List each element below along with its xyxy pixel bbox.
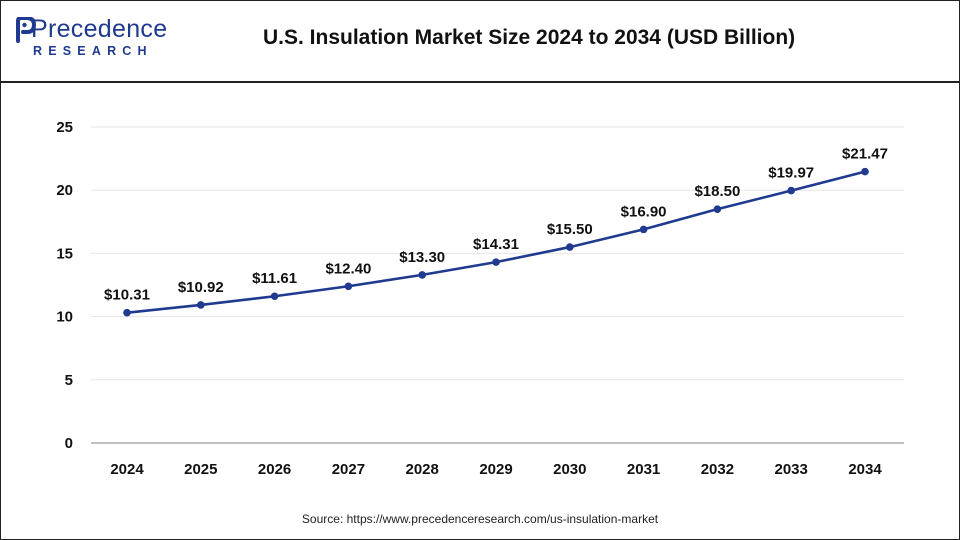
data-label: $12.40 <box>325 260 371 277</box>
brand-logo-icon <box>16 17 37 43</box>
y-tick-label: 10 <box>56 309 73 326</box>
x-tick-label: 2026 <box>258 461 291 478</box>
data-label: $18.50 <box>694 183 740 200</box>
brand-subtitle: RESEARCH <box>33 44 153 58</box>
data-point <box>861 167 869 176</box>
x-tick-label: 2033 <box>775 461 808 478</box>
chart-title: U.S. Insulation Market Size 2024 to 2034… <box>263 26 796 49</box>
x-tick-label: 2030 <box>553 461 586 478</box>
x-tick-label: 2032 <box>701 461 734 478</box>
y-tick-label: 15 <box>56 245 73 262</box>
data-point <box>492 258 500 266</box>
header: Precedence RESEARCH U.S. Insulation Mark… <box>1 1 959 83</box>
data-label: $19.97 <box>768 165 814 182</box>
data-point <box>197 301 205 309</box>
y-tick-label: 25 <box>56 119 73 136</box>
source-note: Source: https://www.precedenceresearch.c… <box>301 512 659 526</box>
x-tick-label: 2031 <box>627 461 660 478</box>
x-tick-label: 2027 <box>332 461 365 478</box>
data-label: $16.90 <box>621 203 667 220</box>
data-label: $10.31 <box>104 287 150 304</box>
brand-logo: Precedence RESEARCH <box>15 15 168 65</box>
data-label: $21.47 <box>842 146 888 163</box>
y-tick-label: 5 <box>65 372 73 389</box>
data-point <box>123 308 131 317</box>
x-tick-label: 2028 <box>406 461 439 478</box>
x-tick-label: 2029 <box>479 461 512 478</box>
data-label: $15.50 <box>547 221 593 238</box>
y-tick-label: 0 <box>65 435 73 452</box>
data-point <box>566 243 574 251</box>
x-tick-label: 2025 <box>184 461 217 478</box>
y-tick-label: 20 <box>56 182 73 199</box>
x-tick-label: 2024 <box>110 461 144 478</box>
data-label: $10.92 <box>178 279 224 296</box>
data-label: $13.30 <box>399 249 445 266</box>
data-point <box>270 292 279 301</box>
data-point <box>418 271 427 279</box>
data-label: $11.61 <box>252 270 297 287</box>
data-point <box>713 205 722 213</box>
data-point <box>787 186 795 195</box>
data-point <box>344 282 353 291</box>
data-label: $14.31 <box>473 236 519 253</box>
x-tick-label: 2034 <box>848 461 882 478</box>
data-point <box>639 225 648 234</box>
brand-name: Precedence <box>31 15 168 43</box>
